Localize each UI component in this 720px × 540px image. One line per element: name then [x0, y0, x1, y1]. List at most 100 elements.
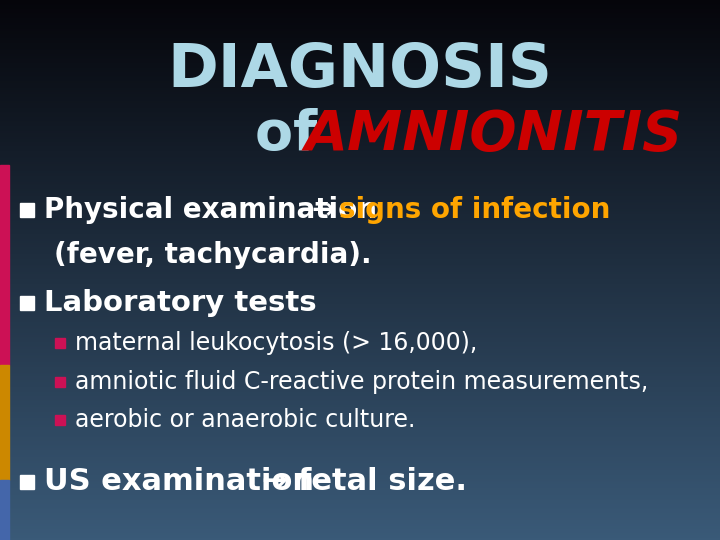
Bar: [0, 11, 720, 12]
Bar: [0, 290, 720, 292]
Bar: [0, 441, 720, 443]
Bar: [0, 479, 720, 481]
Bar: [0, 335, 720, 336]
Bar: [0, 349, 720, 351]
Bar: [0, 56, 720, 58]
Bar: [0, 371, 720, 373]
Bar: [0, 437, 720, 439]
Bar: [0, 369, 720, 371]
Bar: [0, 367, 720, 369]
Bar: [0, 398, 720, 400]
Bar: [0, 266, 720, 268]
Bar: [0, 12, 720, 15]
Bar: [0, 47, 720, 49]
Bar: [0, 169, 720, 171]
Bar: [0, 477, 720, 479]
Bar: [0, 182, 720, 184]
Bar: [0, 319, 720, 320]
Bar: [0, 466, 720, 468]
Bar: [0, 416, 720, 417]
Bar: [0, 304, 720, 306]
Bar: [0, 49, 720, 50]
Bar: [0, 167, 720, 169]
Bar: [0, 92, 720, 93]
Bar: [0, 22, 720, 23]
Bar: [0, 493, 720, 495]
Bar: [55, 377, 65, 387]
Bar: [0, 427, 720, 428]
Bar: [0, 162, 720, 164]
Bar: [0, 225, 720, 227]
Text: of: of: [255, 108, 356, 162]
Bar: [0, 66, 720, 69]
Bar: [0, 104, 720, 106]
Bar: [0, 150, 720, 151]
Bar: [0, 464, 720, 466]
Bar: [0, 502, 720, 504]
Bar: [0, 85, 720, 86]
Bar: [0, 223, 720, 225]
Bar: [0, 164, 720, 166]
Bar: [0, 258, 720, 259]
Bar: [0, 216, 720, 218]
Bar: [0, 383, 720, 385]
Bar: [0, 15, 720, 16]
Bar: [0, 165, 9, 365]
Bar: [0, 189, 720, 191]
Bar: [0, 232, 720, 234]
Bar: [0, 351, 720, 353]
Bar: [0, 525, 720, 528]
Bar: [0, 385, 720, 387]
Bar: [0, 387, 720, 389]
Bar: [0, 324, 720, 326]
Bar: [0, 171, 720, 173]
Bar: [0, 454, 720, 455]
Bar: [0, 346, 720, 347]
Bar: [0, 112, 720, 113]
Bar: [0, 459, 720, 461]
Bar: [0, 18, 720, 20]
Bar: [0, 417, 720, 420]
Bar: [20, 475, 34, 489]
Bar: [0, 72, 720, 74]
Bar: [0, 378, 720, 380]
Bar: [0, 423, 720, 425]
Bar: [0, 491, 720, 493]
Bar: [0, 484, 720, 486]
Bar: [0, 194, 720, 196]
Bar: [0, 313, 720, 315]
Bar: [0, 201, 720, 204]
Bar: [0, 65, 720, 66]
Bar: [0, 270, 720, 272]
Bar: [0, 155, 720, 157]
Text: Physical examination: Physical examination: [44, 196, 387, 224]
Bar: [0, 212, 720, 214]
Bar: [0, 38, 720, 39]
Bar: [0, 180, 720, 182]
Bar: [0, 382, 720, 383]
Bar: [0, 135, 720, 137]
Bar: [0, 432, 720, 434]
Bar: [0, 108, 720, 110]
Bar: [0, 538, 720, 540]
Bar: [0, 243, 720, 245]
Bar: [0, 344, 720, 346]
Bar: [0, 147, 720, 150]
Bar: [0, 103, 720, 104]
Bar: [0, 481, 720, 482]
Bar: [0, 106, 720, 108]
Bar: [0, 339, 720, 340]
Bar: [0, 133, 720, 135]
Bar: [0, 509, 720, 511]
Bar: [0, 166, 720, 167]
Bar: [0, 238, 720, 239]
Bar: [0, 50, 720, 52]
Bar: [0, 2, 720, 4]
Bar: [0, 274, 720, 275]
Bar: [0, 329, 720, 331]
Bar: [0, 297, 720, 299]
Bar: [0, 347, 720, 349]
Bar: [0, 443, 720, 444]
Bar: [0, 123, 720, 124]
Bar: [0, 535, 720, 536]
